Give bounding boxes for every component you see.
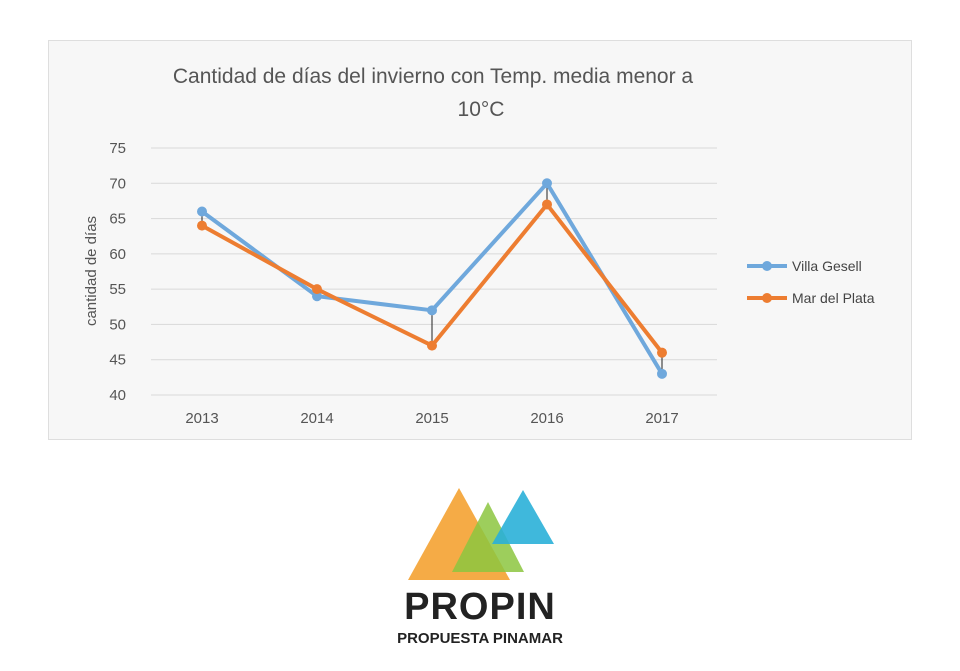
series-0-point-0 xyxy=(197,206,207,217)
series-0-point-4 xyxy=(657,368,667,379)
x-tick-label-3: 2016 xyxy=(530,410,563,427)
brand-tagline: PROPUESTA PINAMAR xyxy=(397,630,563,647)
x-tick-label-2: 2015 xyxy=(415,410,448,427)
x-tick-label-1: 2014 xyxy=(300,410,333,427)
y-tick-label-6: 70 xyxy=(109,175,126,192)
y-axis-title: cantidad de días xyxy=(83,216,100,326)
propin-logo-icon xyxy=(408,488,554,580)
series-0-point-3 xyxy=(542,178,552,189)
brand-name: PROPIN xyxy=(404,586,556,628)
legend-swatch-marker-0 xyxy=(762,261,772,271)
legend-label-1: Mar del Plata xyxy=(792,290,875,306)
legend-label-0: Villa Gesell xyxy=(792,258,862,274)
series-1-point-1 xyxy=(312,284,322,295)
series-1-point-2 xyxy=(427,340,437,351)
y-tick-label-2: 50 xyxy=(109,316,126,333)
y-tick-labels: 40 45 50 55 60 65 70 75 xyxy=(109,140,126,404)
y-tick-label-3: 55 xyxy=(109,281,126,298)
logo-blue-triangle xyxy=(492,490,554,544)
y-tick-label-1: 45 xyxy=(109,352,126,369)
series-1-point-3 xyxy=(542,199,552,210)
series-1-point-4 xyxy=(657,347,667,358)
x-tick-label-0: 2013 xyxy=(185,410,218,427)
legend-swatch-marker-1 xyxy=(762,293,772,303)
series-1-point-0 xyxy=(197,220,207,231)
series-layer xyxy=(197,178,667,379)
series-0-point-2 xyxy=(427,305,437,316)
y-tick-label-7: 75 xyxy=(109,140,126,157)
logo-green-triangle xyxy=(452,502,524,572)
x-tick-labels: 2013 2014 2015 2016 2017 xyxy=(185,410,678,427)
chart-title-line1: Cantidad de días del invierno con Temp. … xyxy=(173,65,694,88)
chart-card: Cantidad de días del invierno con Temp. … xyxy=(48,40,912,440)
grid-layer xyxy=(151,147,717,396)
series-0-point-1 xyxy=(312,291,322,302)
x-tick-label-4: 2017 xyxy=(645,410,678,427)
line-chart: Cantidad de días del invierno con Temp. … xyxy=(83,65,875,427)
legend: Villa Gesell Mar del Plata xyxy=(747,258,875,306)
y-tick-label-4: 60 xyxy=(109,246,126,263)
chart-title-line2: 10°C xyxy=(458,98,505,121)
y-tick-label-5: 65 xyxy=(109,211,126,228)
y-tick-label-0: 40 xyxy=(109,387,126,404)
